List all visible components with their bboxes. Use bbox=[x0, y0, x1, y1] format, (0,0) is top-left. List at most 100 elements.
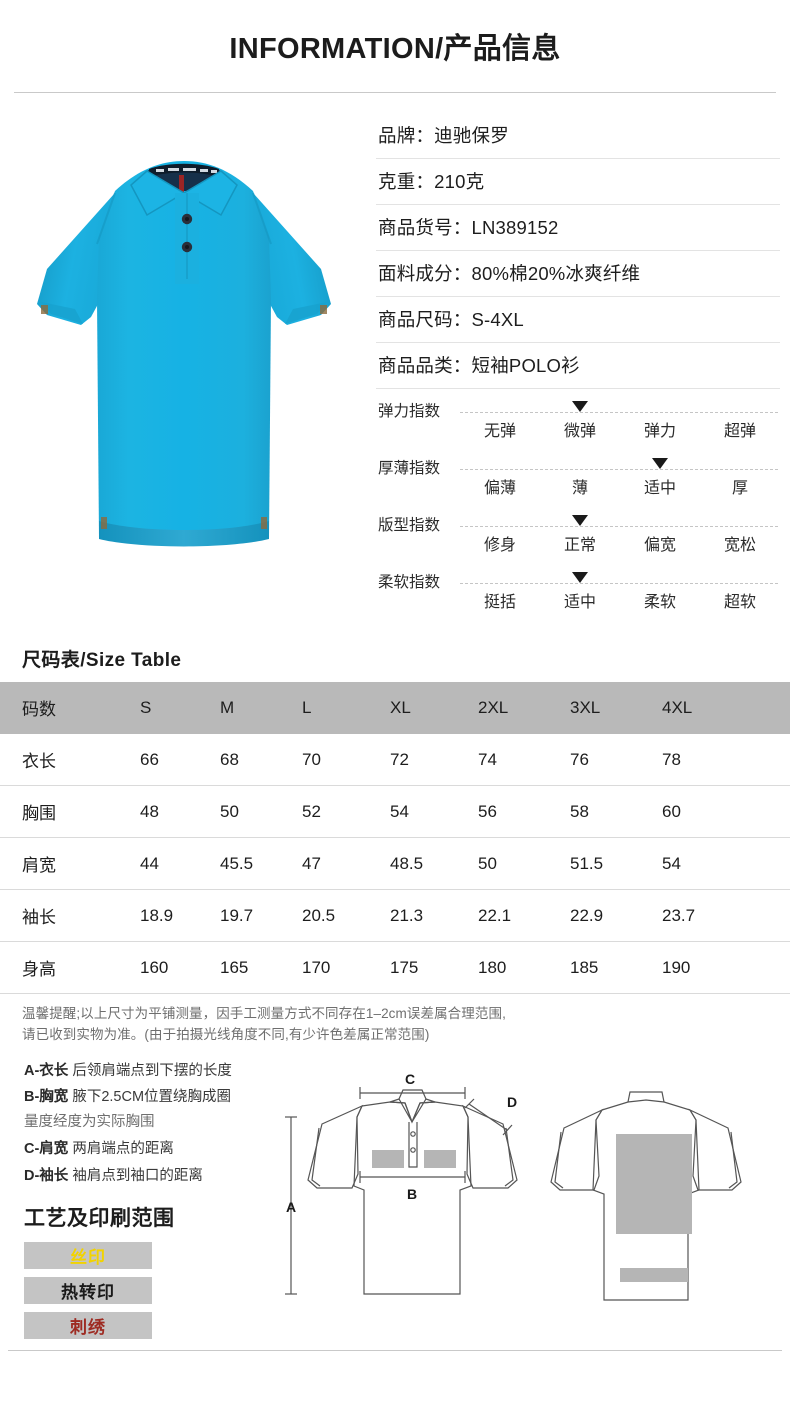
table-header-cell: 4XL bbox=[662, 682, 790, 734]
print-area-front-left bbox=[372, 1149, 404, 1168]
table-cell: 74 bbox=[478, 733, 570, 786]
table-cell: 48.5 bbox=[390, 837, 478, 890]
table-cell: 54 bbox=[662, 837, 790, 890]
legend-item-b-sub: 量度经度为实际胸围 bbox=[24, 1113, 155, 1130]
table-cell: 70 bbox=[302, 733, 390, 786]
table-cell: 56 bbox=[478, 785, 570, 838]
front-button-bottom bbox=[410, 1147, 416, 1153]
front-right-cuff bbox=[504, 1127, 514, 1187]
index-track-softness bbox=[460, 583, 778, 584]
index-option: 修身 bbox=[483, 537, 516, 554]
table-cell: 21.3 bbox=[390, 889, 478, 942]
table-cell: 22.1 bbox=[478, 889, 570, 942]
craft-badge-heat-transfer: 热转印 bbox=[24, 1277, 152, 1305]
index-row-softness: 柔软指数 挺括 适中 柔软 超软 bbox=[376, 566, 780, 623]
row-label: 衣长 bbox=[0, 733, 140, 786]
print-area-front-right bbox=[424, 1149, 456, 1168]
index-option: 厚 bbox=[731, 480, 748, 497]
product-photo bbox=[19, 119, 349, 629]
table-cell: 50 bbox=[220, 785, 302, 838]
page-header: INFORMATION/产品信息 bbox=[0, 0, 790, 92]
garment-diagrams: C A B D bbox=[272, 1062, 790, 1357]
table-cell: 185 bbox=[570, 941, 662, 994]
table-cell: 20.5 bbox=[302, 889, 390, 942]
index-option: 弹力 bbox=[643, 423, 676, 440]
index-option: 适中 bbox=[563, 594, 596, 611]
table-row: 身高 160 165 170 175 180 185 190 bbox=[0, 941, 790, 994]
table-header-cell: M bbox=[220, 682, 302, 734]
legend-desc: 两肩端点的距离 bbox=[72, 1140, 174, 1157]
table-header-cell: XL bbox=[390, 682, 478, 734]
front-button-top bbox=[410, 1131, 416, 1137]
index-scale-softness: 挺括 适中 柔软 超软 bbox=[460, 588, 780, 612]
note-line-2: 请已收到实物为准。(由于拍摄光线角度不同,有少许色差属正常范围) bbox=[22, 1026, 430, 1042]
table-cell: 18.9 bbox=[140, 889, 220, 942]
legend-code: B-胸宽 bbox=[24, 1089, 69, 1106]
index-option: 偏宽 bbox=[643, 537, 676, 554]
legend-item-a: A-衣长 后领肩端点到下摆的长度 bbox=[24, 1062, 272, 1082]
index-option: 柔软 bbox=[643, 594, 676, 611]
table-header-cell: 3XL bbox=[570, 682, 662, 734]
product-overview-section: 品牌：迪驰保罗 克重：210克 商品货号：LN389152 面料成分：80%棉2… bbox=[0, 93, 790, 629]
legend-code: D-袖长 bbox=[24, 1167, 69, 1184]
table-cell: 19.7 bbox=[220, 889, 302, 942]
table-cell: 165 bbox=[220, 941, 302, 994]
index-option: 适中 bbox=[643, 480, 676, 497]
index-option: 超弹 bbox=[723, 423, 756, 440]
legend-item-c: C-肩宽 两肩端点的距离 bbox=[24, 1140, 272, 1160]
index-option: 正常 bbox=[563, 537, 596, 554]
craft-badge-silkscreen: 丝印 bbox=[24, 1242, 152, 1270]
table-cell: 76 bbox=[570, 733, 662, 786]
back-neck-band bbox=[627, 1091, 665, 1102]
index-row-fit: 版型指数 修身 正常 偏宽 宽松 bbox=[376, 509, 780, 566]
back-right-sleeve bbox=[688, 1108, 742, 1191]
row-label: 身高 bbox=[0, 941, 140, 994]
front-collar-right bbox=[411, 1098, 436, 1123]
size-table-note: 温馨提醒;以上尺寸为平铺测量，因手工测量方式不同存在1–2cm误差属合理范围, … bbox=[0, 994, 790, 1046]
index-marker-softness bbox=[460, 572, 780, 583]
row-label: 肩宽 bbox=[0, 837, 140, 890]
legend-desc: 袖肩点到袖口的距离 bbox=[72, 1167, 203, 1184]
index-option: 偏薄 bbox=[483, 480, 516, 497]
spec-row-material: 面料成分：80%棉20%冰爽纤维 bbox=[376, 251, 780, 297]
table-cell: 68 bbox=[220, 733, 302, 786]
down-arrow-icon bbox=[572, 572, 588, 583]
spec-row-sku: 商品货号：LN389152 bbox=[376, 205, 780, 251]
table-cell: 160 bbox=[140, 941, 220, 994]
table-cell: 51.5 bbox=[570, 837, 662, 890]
measurement-legend: A-衣长 后领肩端点到下摆的长度 B-胸宽 腋下2.5CM位置绕胸成圈 量度经度… bbox=[0, 1062, 272, 1357]
index-option: 无弹 bbox=[483, 423, 516, 440]
legend-item-b: B-胸宽 腋下2.5CM位置绕胸成圈 bbox=[24, 1088, 272, 1108]
index-scale-elasticity: 无弹 微弹 弹力 超弹 bbox=[460, 417, 780, 441]
header-divider bbox=[14, 92, 776, 93]
down-arrow-icon bbox=[572, 401, 588, 412]
table-row: 衣长 66 68 70 72 74 76 78 bbox=[0, 733, 790, 786]
index-track-fit bbox=[460, 526, 778, 527]
index-scale-thickness: 偏薄 薄 适中 厚 bbox=[460, 474, 780, 498]
legend-desc: 腋下2.5CM位置绕胸成圈 bbox=[72, 1089, 232, 1106]
spec-row-weight: 克重：210克 bbox=[376, 159, 780, 205]
table-cell: 170 bbox=[302, 941, 390, 994]
legend-desc: 后领肩端点到下摆的长度 bbox=[72, 1062, 232, 1079]
table-header-row: 码数 S M L XL 2XL 3XL 4XL bbox=[0, 682, 790, 734]
product-spec-column: 品牌：迪驰保罗 克重：210克 商品货号：LN389152 面料成分：80%棉2… bbox=[368, 99, 790, 629]
craft-section-title: 工艺及印刷范围 bbox=[24, 1207, 175, 1231]
index-label-elasticity: 弹力指数 bbox=[378, 403, 441, 420]
product-photo-column bbox=[0, 99, 368, 629]
marker-c: C bbox=[405, 1071, 415, 1087]
page-title: INFORMATION/产品信息 bbox=[229, 33, 561, 65]
index-row-elasticity: 弹力指数 无弹 微弹 弹力 超弹 bbox=[376, 395, 780, 452]
front-left-cuff bbox=[311, 1127, 321, 1187]
back-right-cuff bbox=[728, 1131, 738, 1189]
table-cell: 23.7 bbox=[662, 889, 790, 942]
table-cell: 47 bbox=[302, 837, 390, 890]
index-ratings: 弹力指数 无弹 微弹 弹力 超弹 厚薄指数 bbox=[376, 395, 780, 623]
polo-shirt-illustration bbox=[37, 161, 331, 547]
table-cell: 22.9 bbox=[570, 889, 662, 942]
print-area-back-hem bbox=[620, 1267, 688, 1282]
back-left-sleeve bbox=[550, 1108, 604, 1191]
legend-code: A-衣长 bbox=[24, 1062, 69, 1079]
table-row: 胸围 48 50 52 54 56 58 60 bbox=[0, 785, 790, 838]
index-option: 微弹 bbox=[563, 423, 596, 440]
front-right-sleeve bbox=[461, 1104, 518, 1189]
